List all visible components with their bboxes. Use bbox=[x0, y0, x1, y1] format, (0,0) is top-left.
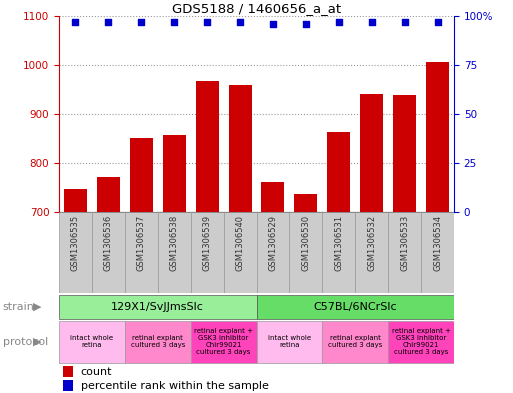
Text: ▶: ▶ bbox=[33, 302, 42, 312]
Point bbox=[71, 18, 80, 25]
Point bbox=[236, 18, 244, 25]
Point bbox=[104, 18, 112, 25]
Text: C57BL/6NCrSlc: C57BL/6NCrSlc bbox=[313, 302, 397, 312]
Bar bbox=[421, 212, 454, 293]
Text: 129X1/SvJJmsSlc: 129X1/SvJJmsSlc bbox=[111, 302, 204, 312]
Text: percentile rank within the sample: percentile rank within the sample bbox=[81, 381, 269, 391]
Text: intact whole
retina: intact whole retina bbox=[70, 335, 113, 349]
Text: GSM1306531: GSM1306531 bbox=[334, 215, 343, 271]
Bar bbox=[393, 95, 416, 393]
Title: GDS5188 / 1460656_a_at: GDS5188 / 1460656_a_at bbox=[172, 2, 341, 15]
Point bbox=[334, 18, 343, 25]
Bar bbox=[191, 212, 224, 293]
Text: retinal explant +
GSK3 inhibitor
Chir99021
cultured 3 days: retinal explant + GSK3 inhibitor Chir990… bbox=[194, 329, 253, 355]
Text: protocol: protocol bbox=[3, 337, 48, 347]
Bar bbox=[125, 321, 191, 363]
Text: ▶: ▶ bbox=[33, 337, 42, 347]
Point bbox=[401, 18, 409, 25]
Text: GSM1306529: GSM1306529 bbox=[268, 215, 278, 271]
Bar bbox=[59, 321, 125, 363]
Text: GSM1306539: GSM1306539 bbox=[203, 215, 212, 271]
Point bbox=[368, 18, 376, 25]
Bar bbox=[388, 212, 421, 293]
Text: GSM1306540: GSM1306540 bbox=[235, 215, 245, 271]
Point bbox=[203, 18, 211, 25]
Bar bbox=[63, 380, 73, 391]
Bar bbox=[63, 366, 73, 377]
Bar bbox=[224, 212, 256, 293]
Point bbox=[137, 18, 145, 25]
Text: retinal explant
cultured 3 days: retinal explant cultured 3 days bbox=[328, 335, 382, 349]
Point bbox=[269, 20, 277, 27]
Text: GSM1306532: GSM1306532 bbox=[367, 215, 376, 271]
Bar bbox=[355, 212, 388, 293]
Bar bbox=[256, 212, 289, 293]
Text: GSM1306533: GSM1306533 bbox=[400, 215, 409, 271]
Point bbox=[433, 18, 442, 25]
Text: GSM1306536: GSM1306536 bbox=[104, 215, 113, 271]
Bar bbox=[294, 193, 318, 393]
Bar bbox=[130, 138, 153, 393]
Bar bbox=[262, 182, 285, 393]
Bar bbox=[360, 94, 383, 393]
Bar bbox=[256, 295, 454, 319]
Bar bbox=[191, 321, 256, 363]
Bar bbox=[163, 134, 186, 393]
Text: GSM1306535: GSM1306535 bbox=[71, 215, 80, 271]
Text: GSM1306534: GSM1306534 bbox=[433, 215, 442, 271]
Bar bbox=[64, 189, 87, 393]
Text: count: count bbox=[81, 367, 112, 377]
Point bbox=[170, 18, 179, 25]
Text: retinal explant
cultured 3 days: retinal explant cultured 3 days bbox=[131, 335, 185, 349]
Bar bbox=[426, 62, 449, 393]
Bar bbox=[327, 132, 350, 393]
Bar bbox=[322, 212, 355, 293]
Bar bbox=[92, 212, 125, 293]
Bar bbox=[59, 295, 256, 319]
Text: intact whole
retina: intact whole retina bbox=[268, 335, 311, 349]
Point bbox=[302, 20, 310, 27]
Bar bbox=[322, 321, 388, 363]
Text: GSM1306537: GSM1306537 bbox=[137, 215, 146, 271]
Bar bbox=[195, 81, 219, 393]
Text: GSM1306530: GSM1306530 bbox=[301, 215, 310, 271]
Bar bbox=[97, 177, 120, 393]
Text: GSM1306538: GSM1306538 bbox=[170, 215, 179, 271]
Bar bbox=[59, 212, 92, 293]
Text: strain: strain bbox=[3, 302, 34, 312]
Bar bbox=[256, 321, 322, 363]
Bar bbox=[228, 85, 251, 393]
Bar bbox=[388, 321, 454, 363]
Bar bbox=[158, 212, 191, 293]
Bar bbox=[289, 212, 322, 293]
Text: retinal explant +
GSK3 inhibitor
Chir99021
cultured 3 days: retinal explant + GSK3 inhibitor Chir990… bbox=[391, 329, 450, 355]
Bar bbox=[125, 212, 158, 293]
